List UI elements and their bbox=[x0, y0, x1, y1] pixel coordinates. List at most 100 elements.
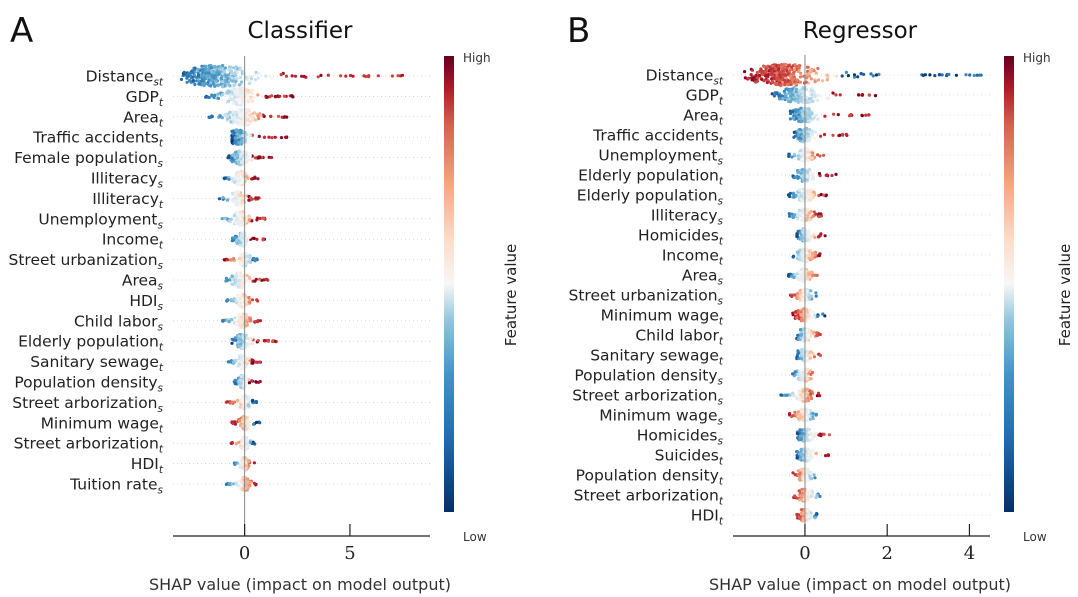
shap-point bbox=[822, 193, 826, 197]
feature-row: Illiteracys bbox=[91, 170, 430, 191]
shap-point bbox=[230, 90, 234, 94]
shap-point bbox=[234, 110, 238, 114]
shap-point bbox=[179, 77, 184, 81]
shap-point bbox=[238, 128, 243, 132]
shap-point bbox=[755, 71, 759, 75]
shap-point bbox=[255, 218, 259, 222]
shap-point bbox=[263, 339, 267, 343]
shap-point bbox=[800, 174, 804, 178]
shap-point bbox=[775, 71, 779, 75]
shap-point bbox=[817, 214, 822, 219]
shap-point bbox=[824, 173, 828, 177]
feature-row: Traffic accidentst bbox=[592, 127, 990, 148]
shap-point bbox=[799, 255, 803, 259]
shap-point bbox=[229, 217, 234, 221]
shap-point bbox=[776, 75, 780, 79]
shap-point bbox=[231, 421, 235, 425]
shap-point bbox=[193, 82, 197, 87]
shap-point bbox=[783, 80, 787, 84]
shap-point bbox=[864, 113, 868, 117]
shap-point bbox=[813, 136, 817, 140]
shap-point bbox=[240, 253, 244, 257]
feature-label-subscript: t bbox=[159, 138, 164, 150]
feature-label-subscript: t bbox=[159, 97, 164, 109]
feature-label: Illiteracys bbox=[91, 170, 164, 191]
feature-points bbox=[225, 292, 260, 309]
shap-point bbox=[755, 79, 760, 83]
shap-point bbox=[264, 74, 268, 78]
shap-point bbox=[822, 132, 827, 137]
shap-point bbox=[223, 78, 227, 82]
feature-label-subscript: t bbox=[159, 423, 164, 435]
shap-point bbox=[237, 278, 241, 282]
shap-point bbox=[200, 64, 204, 68]
shap-point bbox=[230, 156, 234, 160]
feature-label-base: Elderly population bbox=[18, 333, 159, 351]
feature-label-base: Minimum wage bbox=[41, 414, 159, 432]
shap-point bbox=[800, 235, 804, 239]
shap-point bbox=[207, 78, 211, 82]
shap-point bbox=[813, 80, 817, 84]
shap-point bbox=[239, 131, 243, 135]
shap-point bbox=[806, 315, 811, 319]
feature-points bbox=[230, 230, 267, 248]
shap-point bbox=[209, 81, 213, 85]
feature-label-subscript: s bbox=[158, 158, 164, 170]
shap-point bbox=[790, 97, 794, 101]
shap-point bbox=[189, 74, 193, 78]
feature-row: Tuition rates bbox=[69, 476, 430, 497]
shap-point bbox=[230, 441, 234, 445]
shap-point bbox=[750, 68, 755, 72]
shap-point bbox=[779, 63, 784, 67]
shap-point bbox=[241, 134, 245, 138]
shap-point bbox=[814, 291, 818, 295]
shap-point bbox=[390, 74, 394, 78]
shap-point bbox=[786, 72, 790, 76]
feature-row: Homicidest bbox=[638, 227, 990, 248]
shap-point bbox=[236, 303, 240, 307]
shap-point bbox=[256, 93, 260, 97]
shap-point bbox=[250, 177, 254, 181]
shap-point bbox=[236, 172, 240, 176]
shap-point bbox=[239, 445, 243, 449]
shap-point bbox=[225, 198, 229, 202]
shap-point bbox=[764, 67, 768, 71]
shap-point bbox=[250, 118, 254, 123]
shap-point bbox=[806, 277, 810, 281]
shap-point bbox=[768, 65, 772, 69]
shap-point bbox=[222, 258, 226, 262]
shap-point bbox=[766, 73, 770, 77]
shap-point bbox=[235, 98, 239, 102]
feature-label: Street urbanizations bbox=[9, 251, 164, 272]
shap-point bbox=[813, 252, 818, 256]
feature-points bbox=[795, 347, 823, 363]
shap-point bbox=[213, 64, 217, 68]
shap-point bbox=[823, 114, 827, 118]
feature-row: Child labors bbox=[74, 312, 430, 333]
shap-point bbox=[813, 130, 818, 134]
shap-point bbox=[240, 122, 244, 126]
shap-point bbox=[339, 74, 343, 78]
panel-classifier: A Classifier DistancestGDPtAreatTraffic … bbox=[9, 11, 521, 594]
shap-point bbox=[196, 79, 200, 83]
shap-point bbox=[769, 68, 773, 72]
shap-point bbox=[252, 111, 257, 115]
shap-point bbox=[201, 70, 205, 74]
feature-label-base: Homicides bbox=[638, 227, 719, 245]
shap-point bbox=[248, 154, 252, 158]
shap-point bbox=[239, 193, 243, 197]
shap-point bbox=[857, 93, 861, 97]
shap-point bbox=[367, 75, 371, 79]
shap-point bbox=[250, 298, 255, 302]
feature-label-subscript: t bbox=[719, 136, 724, 148]
shap-point bbox=[245, 485, 249, 489]
shap-point bbox=[255, 237, 259, 241]
feature-label-base: Child labor bbox=[74, 312, 158, 330]
feature-row: Elderly populationt bbox=[578, 167, 990, 188]
shap-point bbox=[219, 66, 223, 70]
shap-point bbox=[212, 95, 216, 100]
shap-point bbox=[808, 310, 812, 314]
shap-point bbox=[202, 79, 206, 83]
shap-point bbox=[238, 93, 242, 98]
feature-label: Elderly populationt bbox=[18, 333, 164, 354]
